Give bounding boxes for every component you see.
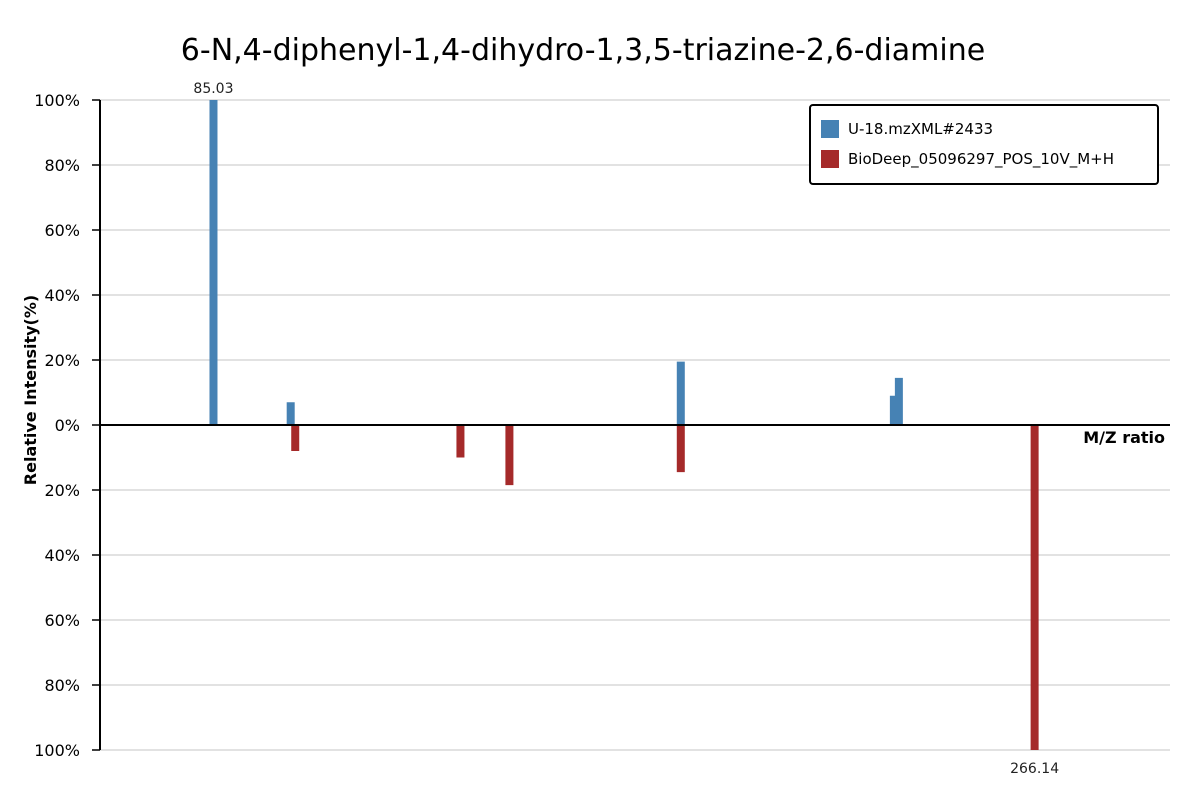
legend-swatch-series-2 <box>821 150 839 168</box>
y-tick-label: 80% <box>44 676 80 695</box>
peak-labels: 85.03 266.14 <box>193 81 1059 777</box>
peak-bar-series-1 <box>889 395 898 425</box>
peak-bar-series-2 <box>1030 425 1039 750</box>
y-tick-label: 60% <box>44 221 80 240</box>
grid-lines <box>100 99 1170 751</box>
y-tick-label: 20% <box>44 351 80 370</box>
peak-mz-label: 85.03 <box>193 81 233 97</box>
legend: U-18.mzXML#2433 BioDeep_05096297_POS_10V… <box>809 104 1159 185</box>
peak-bars <box>209 100 1039 750</box>
y-tick-labels: 100% 80% 60% 40% 20% 0% 20% 40% 60% 80% 100% <box>34 91 100 760</box>
legend-label-series-1: U-18.mzXML#2433 <box>848 120 993 138</box>
peak-bar-series-1 <box>209 100 218 425</box>
peak-mz-label: 266.14 <box>1010 761 1059 777</box>
y-axis-title: Relative Intensity(%) <box>21 295 40 485</box>
x-axis-title: M/Z ratio <box>1083 428 1165 447</box>
chart-title: 6-N,4-diphenyl-1,4-dihydro-1,3,5-triazin… <box>181 33 985 68</box>
peak-bar-series-2 <box>505 425 514 486</box>
y-tick-label: 60% <box>44 611 80 630</box>
peak-bar-series-1 <box>286 402 295 425</box>
peak-bar-series-2 <box>291 425 300 451</box>
legend-swatch-series-1 <box>821 120 839 138</box>
y-tick-label: 80% <box>44 156 80 175</box>
y-tick-label: 20% <box>44 481 80 500</box>
peak-bar-series-1 <box>894 377 903 425</box>
peak-bar-series-1 <box>676 361 685 425</box>
legend-box <box>809 104 1159 185</box>
y-tick-label: 40% <box>44 286 80 305</box>
legend-label-series-2: BioDeep_05096297_POS_10V_M+H <box>848 150 1114 169</box>
peak-bar-series-2 <box>456 425 465 458</box>
y-tick-label: 0% <box>55 416 80 435</box>
y-tick-label: 100% <box>34 741 80 760</box>
peak-bar-series-2 <box>676 425 685 473</box>
y-tick-label: 40% <box>44 546 80 565</box>
y-tick-label: 100% <box>34 91 80 110</box>
